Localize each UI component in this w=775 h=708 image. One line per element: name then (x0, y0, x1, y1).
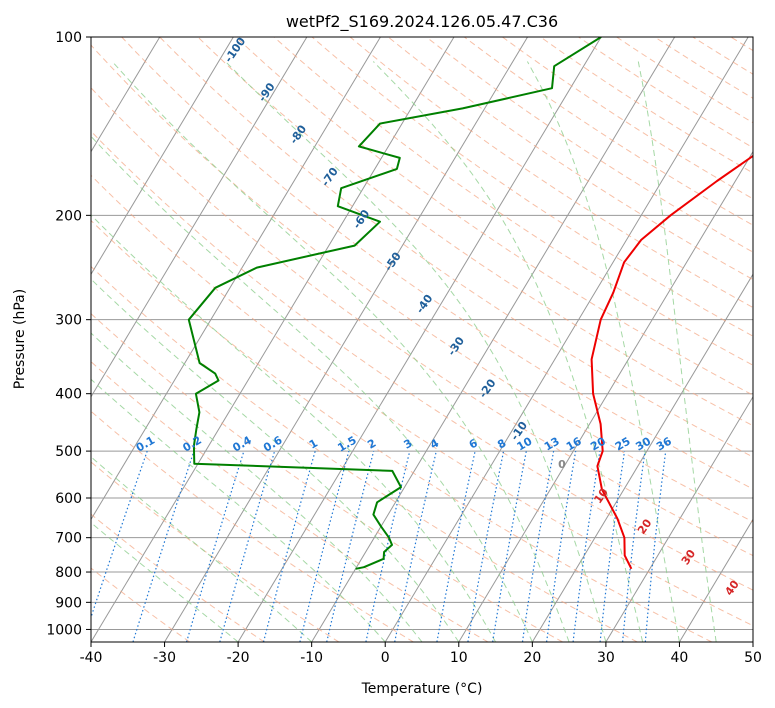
y-tick-label: 800 (55, 565, 82, 581)
isotherm-line (237, 37, 602, 642)
mixing-ratio-line (262, 450, 316, 642)
isotherm-line (91, 37, 234, 276)
dry-adiabat-line (91, 174, 753, 627)
mixing-ratio-lines (91, 450, 667, 642)
dry-adiabat-line (540, 37, 753, 174)
x-tick-label: -30 (153, 650, 176, 666)
dry-adiabat-line (197, 37, 753, 427)
x-tick-label: -10 (300, 650, 323, 666)
moist-adiabat-line (372, 61, 644, 642)
mixing-ratio-line (326, 450, 375, 642)
moist-adiabat-line (91, 456, 313, 642)
x-tick-label: 50 (744, 650, 762, 666)
mixing-ratio-line (436, 450, 476, 642)
chart-title: wetPf2_S169.2024.126.05.47.C36 (286, 12, 558, 32)
x-axis-ticks: -40 -30 -20 -10 0 10 20 30 40 50 (80, 642, 762, 666)
moist-adiabat-line (91, 378, 386, 642)
mixing-ratio-line (599, 451, 626, 642)
mixing-ratio-line (521, 450, 555, 642)
dry-adiabat-line (91, 87, 753, 557)
profile-series (187, 37, 753, 570)
moist-adiabat-line (91, 214, 497, 642)
moist-adiabat-line (225, 61, 607, 642)
mixing-ratio-line (132, 450, 195, 642)
mixing-ratio-line (365, 450, 411, 642)
dry-adiabat-line (578, 37, 753, 149)
temperature-line (590, 154, 753, 570)
x-tick-label: -20 (227, 650, 250, 666)
dry-adiabat-line (91, 361, 489, 642)
y-axis-ticks: 100 200 300 400 500 600 700 800 900 1000 (46, 30, 91, 638)
y-tick-label: 700 (55, 531, 82, 547)
dry-adiabat-line (273, 37, 753, 366)
mixing-ratio-line (467, 450, 505, 642)
x-tick-label: -40 (80, 650, 103, 666)
isotherm-line (91, 37, 308, 398)
x-axis-label: Temperature (°C) (361, 681, 483, 697)
moist-adiabat-line (91, 278, 460, 642)
mixing-ratio-line (186, 450, 245, 642)
dry-adiabat-line (91, 513, 265, 642)
moist-adiabat-line (526, 61, 680, 642)
y-tick-label: 600 (55, 491, 82, 507)
dry-adiabat-line (349, 37, 753, 309)
mixing-ratio-line (572, 451, 601, 642)
isotherm-line (679, 518, 753, 642)
mixing-ratio-line (91, 450, 148, 620)
dry-adiabat-line (311, 37, 753, 337)
mixing-ratio-line (492, 450, 527, 642)
x-tick-label: 10 (450, 650, 468, 666)
mixing-ratio-line (219, 450, 276, 642)
y-tick-label: 900 (55, 595, 82, 611)
dry-adiabat-line (91, 410, 414, 642)
isotherm-line (605, 395, 753, 642)
plot-area: 0.1 0.2 0.4 0.6 1 1.5 2 3 4 6 8 10 13 16 20 25 30 36-100-… (91, 37, 753, 642)
isobar-grid (91, 37, 753, 630)
isotherm-line (458, 150, 753, 642)
moist-adiabat-line (91, 135, 533, 642)
moist-adiabats (91, 61, 717, 642)
x-tick-label: 0 (381, 650, 390, 666)
isotherm-line (164, 37, 528, 642)
mixing-ratio-line (394, 450, 437, 642)
dry-adiabat-line (91, 219, 713, 642)
moist-adiabat-line (637, 61, 717, 642)
zero-label: 0 (558, 458, 566, 471)
plot-frame (90, 36, 754, 643)
moist-adiabat-line (111, 61, 570, 642)
dry-adiabat-line (91, 265, 638, 642)
dewpoint-line (187, 37, 602, 570)
x-tick-label: 30 (597, 650, 615, 666)
isotherm-line (384, 37, 749, 642)
dry-adiabat-line (91, 44, 753, 523)
y-tick-label: 1000 (46, 622, 82, 638)
isotherm-line (531, 273, 753, 642)
x-tick-label: 20 (523, 650, 541, 666)
dry-adiabat-line (235, 37, 753, 396)
y-tick-label: 300 (55, 313, 82, 329)
mixing-ratio-line (546, 450, 577, 642)
moist-adiabat-line (91, 332, 423, 642)
mixing-ratio-line (299, 450, 350, 642)
isotherm-line (91, 37, 161, 153)
y-tick-label: 400 (55, 387, 82, 403)
y-axis-label: Pressure (hPa) (12, 289, 28, 389)
dry-adiabat-line (121, 37, 753, 490)
y-tick-label: 500 (55, 444, 82, 460)
dry-adiabats (91, 37, 753, 642)
x-tick-label: 40 (671, 650, 689, 666)
isotherm-line (91, 37, 381, 521)
y-tick-label: 200 (55, 208, 82, 224)
isotherm-line (91, 37, 455, 642)
y-tick-label: 100 (55, 30, 82, 46)
dry-adiabat-line (159, 37, 753, 458)
mixing-ratio-line (622, 451, 646, 642)
